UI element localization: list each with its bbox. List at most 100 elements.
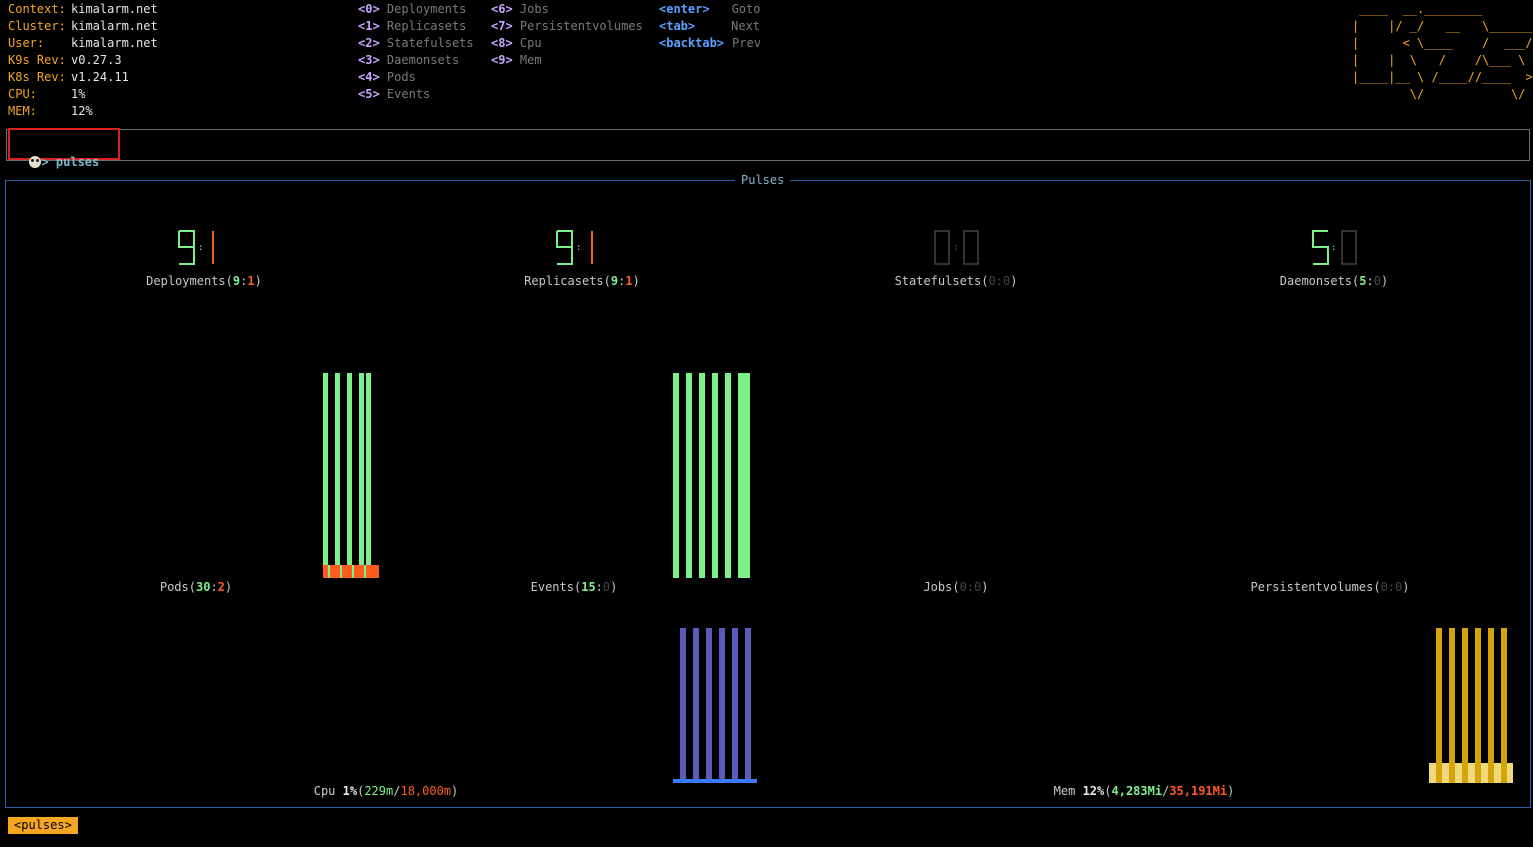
info-key: Cluster: xyxy=(8,19,66,33)
shortcut-cpu[interactable]: <8> Cpu xyxy=(491,35,542,52)
cpu-used: 229m xyxy=(364,784,394,798)
shortcut-daemonsets[interactable]: <3> Daemonsets xyxy=(358,52,459,69)
shortcut-label: Mem xyxy=(519,53,542,67)
mem-total: 35,191Mi xyxy=(1169,784,1228,798)
spark-gap xyxy=(1475,763,1481,783)
shortcut-mem[interactable]: <9> Mem xyxy=(491,52,542,69)
deployments-gauge[interactable]: : xyxy=(178,230,214,265)
daemonsets-gauge[interactable]: : xyxy=(1312,230,1357,265)
spark-bar xyxy=(1449,628,1455,763)
spark-bar xyxy=(1501,628,1507,763)
command-highlight xyxy=(8,128,120,160)
ok-count: 9 xyxy=(232,274,241,288)
spark-gap xyxy=(1501,763,1507,783)
shortcut-key: <4> xyxy=(358,70,380,84)
spark-base xyxy=(673,779,757,783)
mem-sparkline[interactable] xyxy=(1429,628,1513,783)
fault-count: 0 xyxy=(974,580,982,594)
cpu-sparkline[interactable] xyxy=(673,628,757,783)
info-key: CPU: xyxy=(8,87,37,101)
deployments-label[interactable]: Deployments(9:1) xyxy=(146,274,262,288)
k9s-rev-value: v0.27.3 xyxy=(71,53,122,67)
gauge-colon: : xyxy=(953,243,958,253)
shortcut-label: Statefulsets xyxy=(386,36,474,50)
shortcut-pods[interactable]: <4> Pods xyxy=(358,69,416,86)
shortcut-label: Prev xyxy=(732,36,761,50)
shortcut-key: <5> xyxy=(358,87,380,101)
shortcut-key: <backtab> xyxy=(659,36,725,50)
spark-bar xyxy=(745,628,751,780)
spark-gap xyxy=(340,565,342,578)
pods-label[interactable]: Pods(30:2) xyxy=(159,580,233,594)
spark-name: Persistentvolumes xyxy=(1250,580,1374,594)
gauge-name: Deployments xyxy=(146,274,226,288)
fault-count: 2 xyxy=(217,580,225,594)
statefulsets-label[interactable]: Statefulsets(0:0) xyxy=(894,274,1018,288)
ok-count: 0 xyxy=(959,580,967,594)
spark-bar xyxy=(699,373,705,578)
spark-bar xyxy=(1462,628,1468,763)
fault-count: 0 xyxy=(602,580,611,594)
gauge-name: Daemonsets xyxy=(1279,274,1353,288)
shortcut-jobs[interactable]: <6> Jobs xyxy=(491,1,549,18)
logo-line: \/ \/ xyxy=(1352,87,1533,101)
spark-bar xyxy=(1436,628,1442,763)
logo-line: ____ __.________ xyxy=(1352,2,1533,16)
shortcut-replicasets[interactable]: <1> Replicasets xyxy=(358,18,466,35)
shortcut-label: Goto xyxy=(731,2,761,16)
spark-bar xyxy=(1475,628,1481,763)
jobs-label[interactable]: Jobs(0:0) xyxy=(923,580,989,594)
mem-label[interactable]: Mem 12%(4,283Mi/35,191Mi) xyxy=(1053,784,1235,798)
persistentvolumes-label[interactable]: Persistentvolumes(0:0) xyxy=(1250,580,1410,594)
breadcrumb[interactable]: <pulses> xyxy=(8,817,78,834)
info-key: User: xyxy=(8,36,45,50)
spark-bar xyxy=(347,373,352,565)
shortcut-events[interactable]: <5> Events xyxy=(358,86,430,103)
shortcut-persistentvolumes[interactable]: <7> Persistentvolumes xyxy=(491,18,643,35)
spark-bar xyxy=(686,373,692,578)
ok-count: 0 xyxy=(988,274,996,288)
pods-sparkline[interactable] xyxy=(323,373,379,578)
shortcut-label: Next xyxy=(731,19,761,33)
shortcut-key: <0> xyxy=(358,2,380,16)
shortcut-label: Jobs xyxy=(519,2,549,16)
spark-bar xyxy=(719,628,725,780)
logo-line: |____|__ \ /____//____ > xyxy=(1352,70,1533,84)
shortcut-next[interactable]: <tab> Next xyxy=(659,18,760,35)
shortcut-goto[interactable]: <enter> Goto xyxy=(659,1,760,18)
command-prompt[interactable]: > pulses xyxy=(15,137,99,171)
statefulsets-gauge[interactable]: : xyxy=(934,230,979,265)
digit-0 xyxy=(934,230,950,265)
shortcut-label: Daemonsets xyxy=(386,53,460,67)
shortcut-key: <3> xyxy=(358,53,380,67)
spark-bar xyxy=(359,373,364,565)
cpu-name: Cpu xyxy=(313,784,336,798)
info-key: K8s Rev: xyxy=(8,70,66,84)
shortcut-prev[interactable]: <backtab> Prev xyxy=(659,35,761,52)
spark-bar xyxy=(693,628,699,780)
replicasets-gauge[interactable]: : xyxy=(556,230,593,265)
events-label[interactable]: Events(15:0) xyxy=(530,580,618,594)
shortcut-key: <enter> xyxy=(659,2,710,16)
shortcut-label: Replicasets xyxy=(386,19,467,33)
gauge-colon: : xyxy=(198,243,203,253)
ok-count: 5 xyxy=(1359,274,1367,288)
ok-count: 30 xyxy=(195,580,211,594)
spark-bar xyxy=(1488,628,1494,763)
events-sparkline[interactable] xyxy=(673,373,750,578)
spark-bar xyxy=(323,373,328,565)
ok-count: 9 xyxy=(610,274,619,288)
prompt-caret: > xyxy=(41,155,56,169)
info-key: K9s Rev: xyxy=(8,53,66,67)
command-input[interactable]: pulses xyxy=(55,155,100,169)
shortcut-label: Persistentvolumes xyxy=(519,19,643,33)
shortcut-deployments[interactable]: <0> Deployments xyxy=(358,1,466,18)
cpu-label[interactable]: Cpu 1%(229m/18,000m) xyxy=(313,784,459,798)
command-bar[interactable] xyxy=(6,129,1530,161)
daemonsets-label[interactable]: Daemonsets(5:0) xyxy=(1279,274,1389,288)
fault-count: 1 xyxy=(625,274,633,288)
replicasets-label[interactable]: Replicasets(9:1) xyxy=(524,274,640,288)
shortcut-statefulsets[interactable]: <2> Statefulsets xyxy=(358,35,474,52)
user-value: kimalarm.net xyxy=(71,36,158,50)
shortcut-label: Pods xyxy=(386,70,416,84)
